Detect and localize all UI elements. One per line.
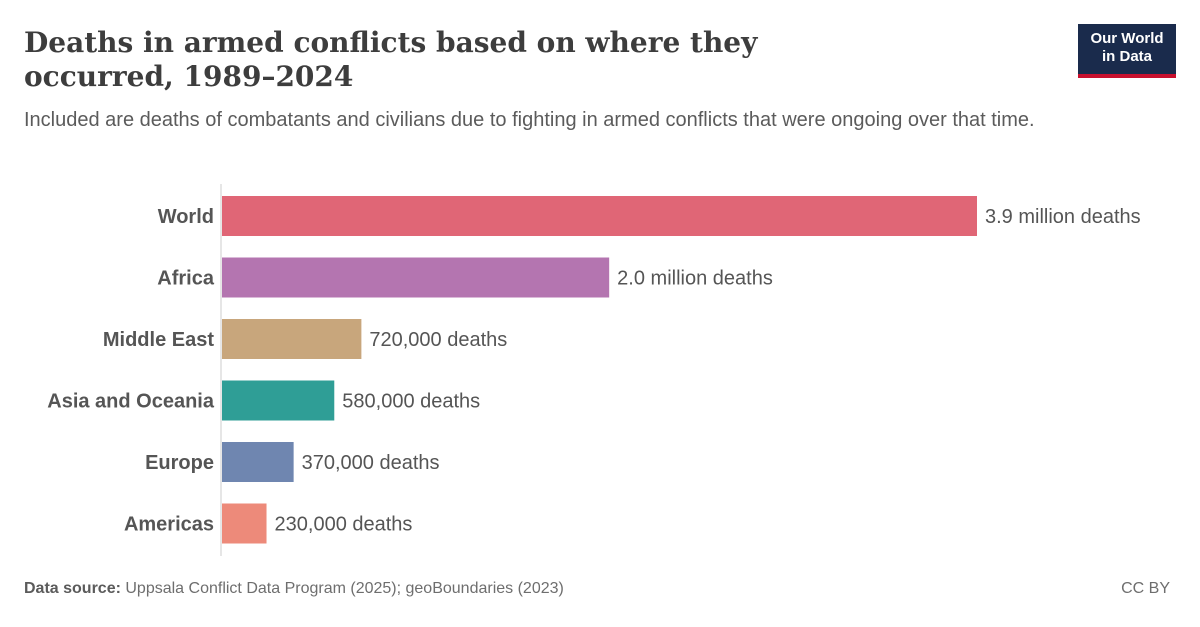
bar-africa[interactable] bbox=[222, 257, 610, 298]
data-source: Data source: Uppsala Conflict Data Progr… bbox=[24, 580, 564, 598]
category-label: Americas bbox=[124, 514, 214, 536]
bar-middle-east[interactable] bbox=[222, 319, 362, 359]
logo-line-2: in Data bbox=[1101, 48, 1152, 65]
value-label: 2.0 million deaths bbox=[617, 268, 773, 290]
bar-americas[interactable] bbox=[222, 503, 267, 544]
owid-logo[interactable]: Our World in Data bbox=[1078, 24, 1176, 78]
value-label: 720,000 deaths bbox=[369, 329, 507, 351]
value-label: 370,000 deaths bbox=[302, 452, 440, 474]
logo-line-1: Our World bbox=[1090, 30, 1164, 47]
data-source-label: Data source: bbox=[24, 580, 121, 597]
bar-europe[interactable] bbox=[222, 442, 294, 482]
value-label: 3.9 million deaths bbox=[985, 206, 1141, 228]
category-label: Middle East bbox=[103, 329, 214, 351]
bar-world[interactable] bbox=[222, 196, 977, 236]
bar-asia-and-oceania[interactable] bbox=[222, 380, 335, 421]
category-label: Asia and Oceania bbox=[47, 391, 215, 413]
category-label: Europe bbox=[145, 452, 214, 474]
data-source-text[interactable]: Uppsala Conflict Data Program (2025); ge… bbox=[125, 580, 564, 597]
chart-subtitle: Included are deaths of combatants and ci… bbox=[24, 109, 1035, 131]
value-label: 580,000 deaths bbox=[342, 391, 480, 413]
category-label: Africa bbox=[157, 268, 215, 290]
value-label: 230,000 deaths bbox=[275, 514, 413, 536]
license-label[interactable]: CC BY bbox=[1121, 580, 1170, 597]
bar-chart: World 3.9 million deaths Africa 2.0 million… bbox=[47, 184, 1141, 556]
category-label: World bbox=[158, 206, 214, 228]
chart-title: Deaths in armed conflicts based on where… bbox=[24, 26, 758, 93]
